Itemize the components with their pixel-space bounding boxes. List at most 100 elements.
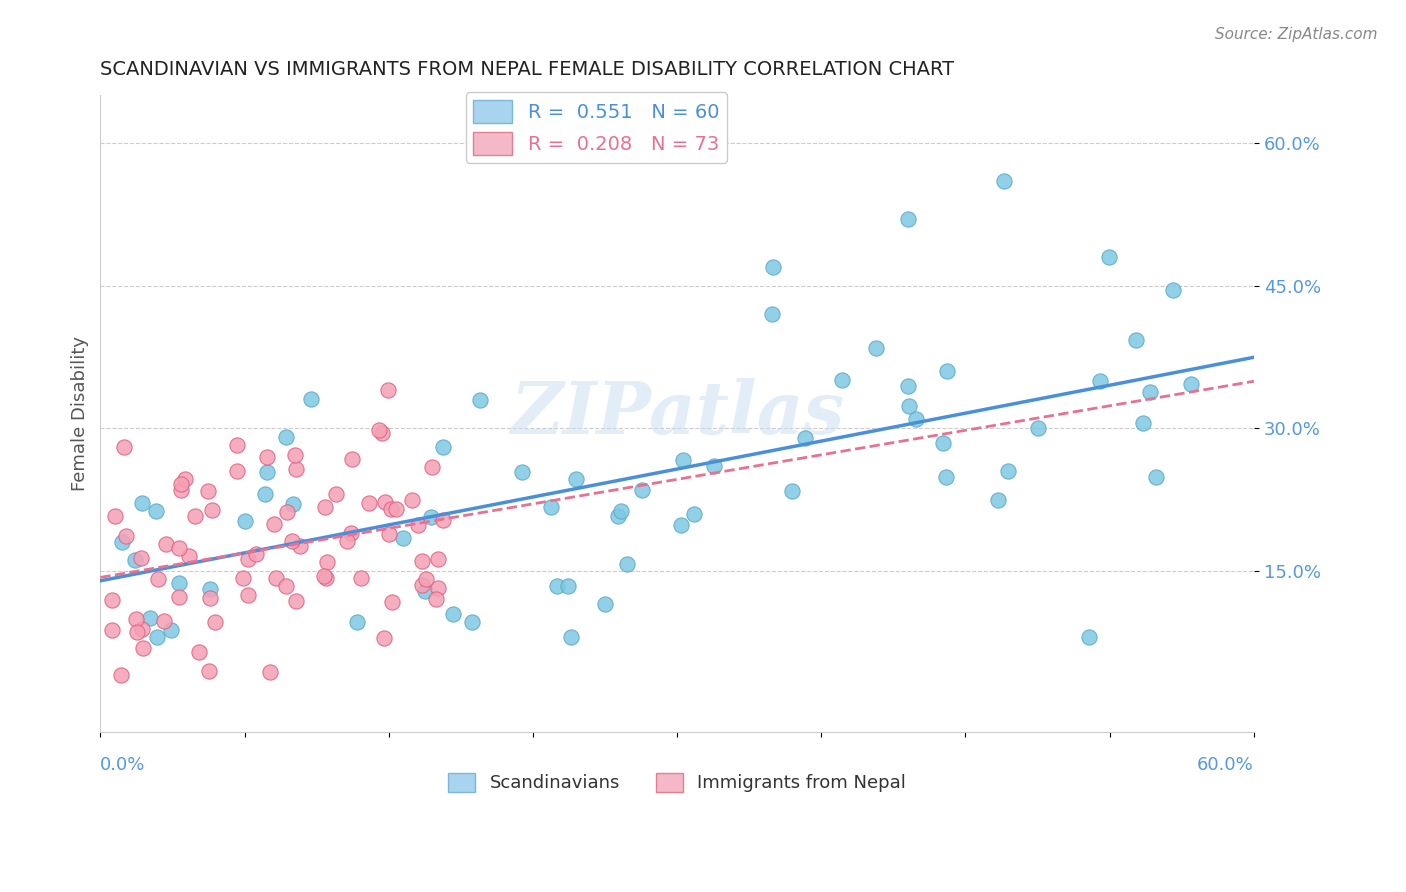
Point [276, 579, 298, 593]
Point [381, 594, 404, 608]
Point [226, 464, 249, 478]
Point [420, 510, 443, 524]
Point [152, 614, 174, 628]
Point [368, 423, 391, 437]
Point [263, 517, 285, 532]
Point [557, 579, 579, 593]
Point [1078, 630, 1101, 644]
Point [425, 592, 447, 607]
Point [426, 581, 449, 595]
Point [1088, 374, 1111, 388]
Point [631, 483, 654, 497]
Point [1139, 384, 1161, 399]
Point [380, 502, 402, 516]
Point [1132, 417, 1154, 431]
Point [897, 400, 920, 414]
Point [703, 459, 725, 474]
Text: 0.0%: 0.0% [100, 756, 146, 774]
Point [104, 509, 127, 524]
Point [285, 594, 308, 608]
Point [373, 631, 395, 645]
Text: ZIPatlas: ZIPatlas [510, 378, 844, 450]
Point [510, 465, 533, 479]
Point [131, 551, 153, 566]
Point [897, 212, 920, 227]
Point [546, 579, 568, 593]
Point [146, 630, 169, 644]
Point [316, 555, 339, 569]
Point [167, 541, 190, 555]
Point [233, 514, 256, 528]
Point [831, 373, 853, 387]
Point [762, 260, 785, 274]
Point [124, 553, 146, 567]
Point [997, 464, 1019, 478]
Text: SCANDINAVIAN VS IMMIGRANTS FROM NEPAL FEMALE DISABILITY CORRELATION CHART: SCANDINAVIAN VS IMMIGRANTS FROM NEPAL FE… [100, 60, 955, 78]
Point [281, 534, 304, 549]
Point [357, 496, 380, 510]
Point [340, 525, 363, 540]
Point [148, 572, 170, 586]
Point [371, 425, 394, 440]
Point [167, 576, 190, 591]
Point [609, 504, 631, 518]
Point [274, 430, 297, 444]
Point [101, 593, 124, 607]
Point [1125, 333, 1147, 347]
Point [155, 536, 177, 550]
Point [259, 665, 281, 680]
Point [170, 483, 193, 497]
Point [299, 392, 322, 406]
Point [290, 539, 312, 553]
Point [281, 498, 304, 512]
Point [683, 507, 706, 521]
Point [669, 517, 692, 532]
Point [254, 487, 277, 501]
Point [173, 472, 195, 486]
Point [461, 615, 484, 630]
Point [401, 493, 423, 508]
Point [245, 547, 267, 561]
Point [325, 487, 347, 501]
Point [197, 483, 219, 498]
Point [441, 607, 464, 621]
Point [264, 571, 287, 585]
Point [198, 591, 221, 606]
Point [540, 500, 562, 514]
Point [314, 569, 336, 583]
Point [595, 597, 617, 611]
Point [993, 174, 1015, 188]
Point [340, 451, 363, 466]
Point [284, 448, 307, 462]
Point [131, 496, 153, 510]
Point [170, 476, 193, 491]
Point [607, 509, 630, 524]
Point [565, 472, 588, 486]
Y-axis label: Female Disability: Female Disability [72, 336, 89, 491]
Point [385, 502, 408, 516]
Point [865, 342, 887, 356]
Point [1180, 377, 1202, 392]
Point [101, 623, 124, 637]
Point [284, 461, 307, 475]
Point [350, 571, 373, 585]
Point [935, 364, 957, 378]
Point [314, 500, 336, 515]
Point [427, 552, 450, 566]
Point [256, 466, 278, 480]
Point [392, 531, 415, 545]
Point [931, 436, 953, 450]
Point [145, 504, 167, 518]
Point [905, 412, 928, 426]
Point [377, 383, 399, 397]
Point [131, 623, 153, 637]
Point [204, 615, 226, 629]
Point [238, 551, 260, 566]
Point [468, 392, 491, 407]
Point [131, 640, 153, 655]
Point [201, 503, 224, 517]
Point [336, 534, 359, 549]
Point [197, 664, 219, 678]
Point [406, 518, 429, 533]
Point [1026, 420, 1049, 434]
